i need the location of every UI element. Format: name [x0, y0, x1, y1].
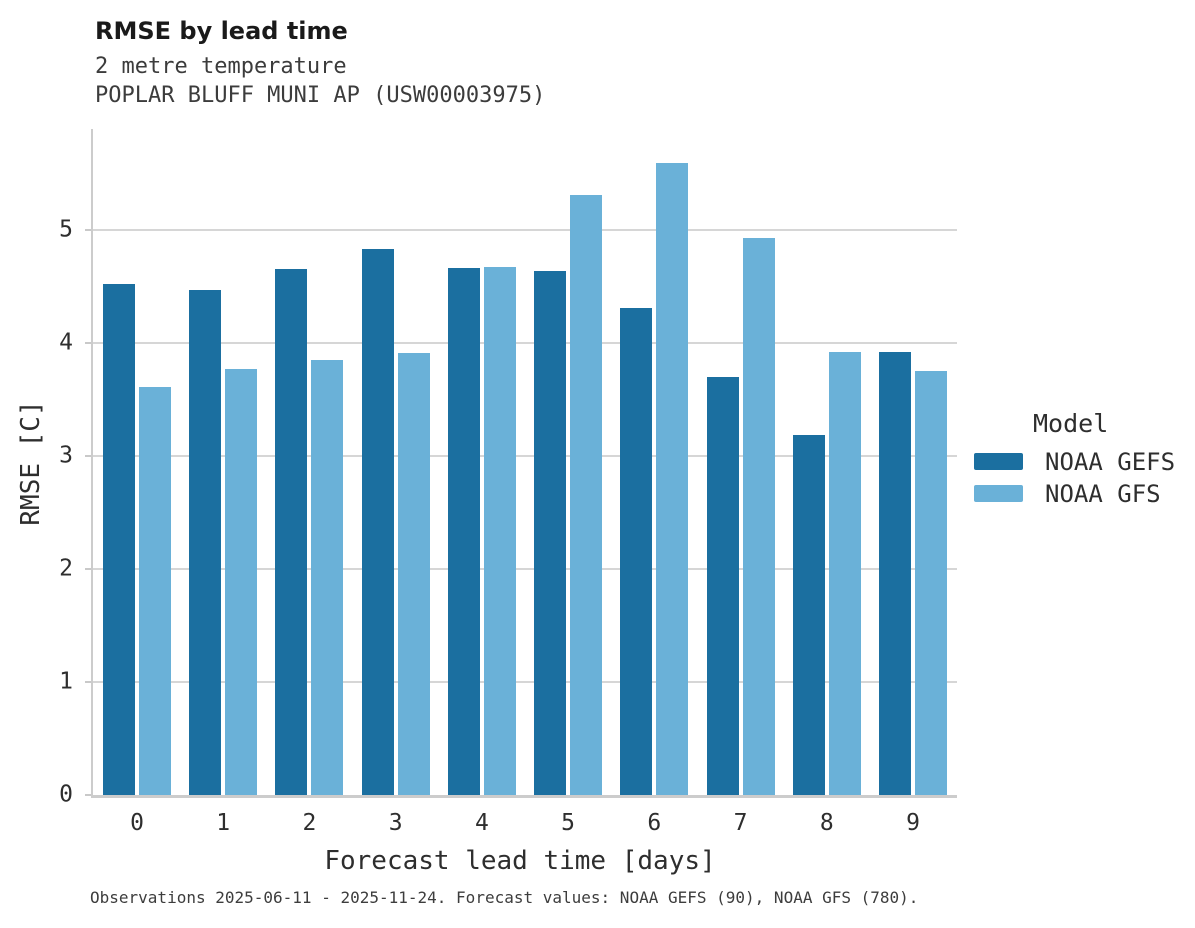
y-axis-title: RMSE [C] [16, 400, 46, 526]
y-tick-label-5: 5 [59, 216, 73, 243]
x-tick-label-2: 2 [302, 810, 317, 836]
gridline-y-3 [93, 454, 957, 457]
chart-header: RMSE by lead time 2 metre temperature PO… [95, 16, 545, 110]
x-tick-label-6: 6 [647, 810, 662, 836]
y-axis-spine [91, 129, 93, 795]
legend-label: NOAA GEFS [1045, 447, 1176, 476]
chart-subtitle-station: POPLAR BLUFF MUNI AP (USW00003975) [95, 83, 546, 108]
y-tick-label-3: 3 [59, 442, 73, 469]
x-tick-label-8: 8 [819, 810, 834, 836]
plot-area: 0 1 2 3 4 5 0 1 2 3 4 5 6 7 8 9 [59, 129, 957, 835]
bar-noaa-gfs-day-4 [483, 266, 516, 795]
y-tick-2 [85, 567, 91, 570]
y-tick-label-4: 4 [59, 329, 73, 356]
chart-subtitle-variable: 2 metre temperature [95, 54, 347, 79]
y-tick-label-1: 1 [59, 668, 73, 695]
legend-items: NOAA GEFS NOAA GFS [974, 450, 1194, 506]
x-tick-label-9: 9 [906, 810, 920, 836]
legend-item-noaa-gfs: NOAA GFS [974, 482, 1194, 506]
bar-noaa-gfs-day-0 [139, 386, 171, 795]
y-tick-4 [85, 341, 91, 344]
bar-noaa-gfs-day-7 [742, 237, 775, 795]
x-tick-label-7: 7 [733, 810, 748, 836]
x-tick-label-0: 0 [130, 810, 144, 836]
bar-noaa-gfs-day-1 [225, 368, 258, 795]
bar-noaa-gefs-day-7 [706, 376, 739, 795]
bar-noaa-gfs-day-9 [915, 370, 947, 795]
x-tick-label-3: 3 [388, 810, 403, 836]
bar-noaa-gfs-day-6 [656, 162, 689, 795]
bar-noaa-gfs-day-2 [311, 359, 344, 795]
bar-noaa-gfs-day-5 [570, 194, 603, 795]
bar-noaa-gfs-day-3 [397, 352, 430, 795]
bar-noaa-gefs-day-5 [534, 271, 567, 795]
legend-label: NOAA GFS [1045, 479, 1161, 508]
x-tick-label-5: 5 [561, 810, 576, 836]
bar-noaa-gefs-day-8 [792, 435, 825, 795]
gridline-y-2 [93, 567, 957, 570]
gridline-y-4 [93, 341, 957, 344]
bar-noaa-gefs-day-6 [620, 307, 653, 795]
gridline-y-5 [93, 228, 957, 231]
bar-noaa-gfs-day-8 [828, 351, 861, 795]
y-tick-3 [85, 454, 91, 457]
legend: Model NOAA GEFS NOAA GFS [974, 408, 1194, 517]
bar-noaa-gefs-day-9 [879, 351, 911, 795]
y-tick-label-0: 0 [59, 781, 73, 808]
legend-swatch-noaa-gefs [974, 453, 1023, 470]
y-tick-0 [85, 794, 91, 796]
y-tick-5 [85, 228, 91, 231]
footer-caption: Observations 2025-06-11 - 2025-11-24. Fo… [90, 888, 919, 907]
bar-noaa-gefs-day-0 [103, 283, 135, 795]
gridline-y-1 [93, 680, 957, 683]
legend-swatch-noaa-gfs [974, 485, 1023, 502]
x-tick-label-4: 4 [474, 810, 489, 836]
y-tick-1 [85, 680, 91, 683]
bar-noaa-gefs-day-2 [275, 269, 308, 795]
bar-noaa-gefs-day-3 [361, 248, 394, 795]
chart-title: RMSE by lead time [95, 17, 348, 45]
bar-noaa-gefs-day-1 [189, 289, 222, 795]
x-tick-label-1: 1 [216, 810, 231, 836]
legend-item-noaa-gefs: NOAA GEFS [974, 450, 1194, 474]
bar-noaa-gefs-day-4 [447, 268, 480, 795]
x-axis-spine [91, 795, 957, 798]
y-tick-label-2: 2 [59, 555, 73, 582]
legend-title: Model [1033, 409, 1109, 438]
x-axis-title: Forecast lead time [days] [324, 846, 716, 876]
